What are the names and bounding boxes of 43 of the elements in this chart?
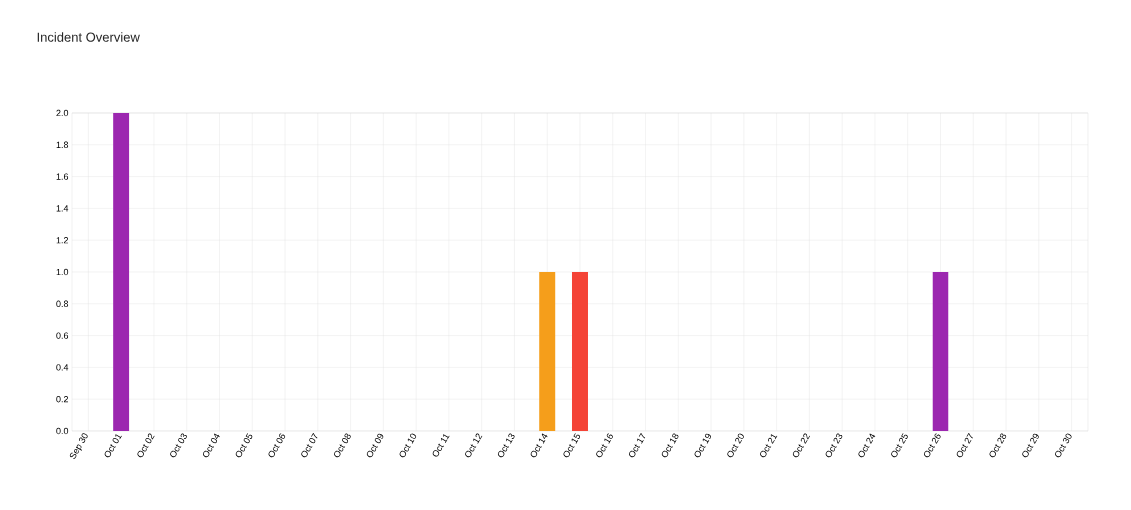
x-tick-label: Oct 12 [465, 433, 483, 458]
y-tick-label: 1.6 [56, 173, 69, 180]
x-tick-label: Sep 30 [69, 433, 88, 459]
x-tick-label: Oct 06 [268, 433, 286, 458]
x-tick-label: Oct 22 [792, 433, 811, 458]
x-tick-label: Oct 18 [661, 433, 679, 458]
x-tick-label: Oct 14 [530, 433, 548, 458]
x-tick-label: Oct 27 [956, 432, 973, 458]
y-tick-label: 1.0 [56, 268, 69, 276]
x-tick-label: Oct 20 [727, 433, 744, 458]
x-tick-label: Oct 04 [202, 433, 220, 458]
y-tick-label: 0.0 [56, 427, 69, 435]
x-tick-label: Oct 13 [497, 433, 515, 458]
x-tick-label: Oct 23 [825, 433, 843, 458]
x-tick-label: Oct 24 [858, 433, 876, 458]
y-tick-label: 1.8 [56, 141, 69, 148]
x-tick-label: Oct 15 [563, 433, 581, 458]
y-tick-label: 0.6 [56, 332, 69, 339]
x-tick-label: Oct 05 [235, 433, 253, 458]
x-tick-label: Oct 10 [399, 433, 417, 458]
y-tick-label: 1.4 [56, 205, 69, 212]
x-tick-label: Oct 01 [104, 434, 122, 458]
x-tick-label: Oct 07 [301, 432, 318, 458]
y-tick-label: 0.4 [56, 364, 69, 371]
x-tick-label: Oct 08 [334, 433, 351, 458]
chart-title: Incident Overview [37, 32, 140, 42]
x-tick-label: Oct 02 [137, 433, 155, 458]
y-tick-label: 1.2 [56, 237, 69, 244]
x-tick-label: Oct 25 [891, 433, 908, 458]
y-tick-label: 0.2 [56, 395, 69, 403]
x-tick-label: Oct 16 [596, 433, 613, 458]
x-tick-label: Oct 26 [923, 433, 941, 458]
x-tick-label: Oct 19 [694, 433, 712, 458]
x-tick-label: Oct 17 [628, 432, 646, 458]
x-tick-label: Oct 29 [1022, 433, 1039, 458]
x-tick-label: Oct 03 [170, 433, 187, 458]
x-tick-label: Oct 30 [1055, 433, 1072, 458]
x-tick-label: Oct 09 [366, 433, 384, 458]
y-tick-label: 0.8 [56, 300, 69, 307]
x-tick-label: Oct 11 [432, 434, 450, 457]
x-tick-label: Oct 21 [760, 434, 778, 458]
y-tick-label: 2.0 [56, 109, 69, 117]
x-tick-label: Oct 28 [989, 433, 1007, 458]
